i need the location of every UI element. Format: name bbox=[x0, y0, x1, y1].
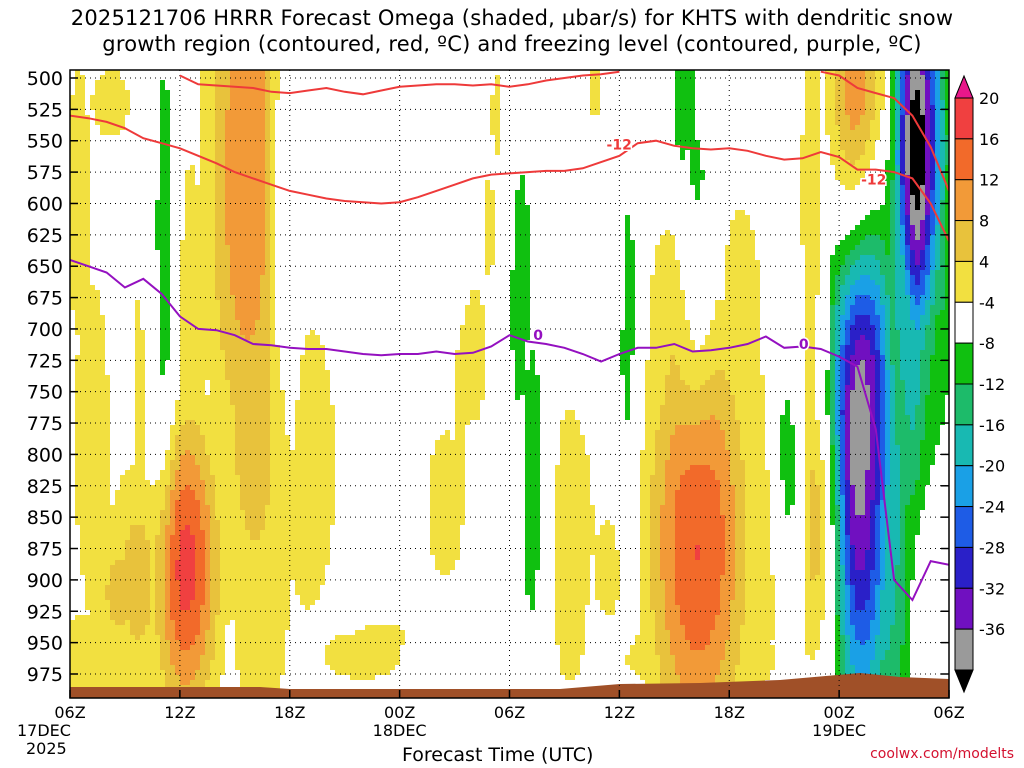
y-tick-label-600: 600 bbox=[27, 193, 63, 215]
colorbar-label-6: -8 bbox=[979, 334, 995, 353]
y-tick-label-875: 875 bbox=[27, 539, 63, 561]
colorbar-label-5: -4 bbox=[979, 293, 995, 312]
colorbar-swatch-1 bbox=[954, 97, 974, 140]
colorbar-label-3: 8 bbox=[979, 212, 989, 231]
colorbar-swatch-11 bbox=[954, 506, 974, 548]
x-tick-label-6: 12Z bbox=[164, 703, 195, 722]
contour-dgz_lower bbox=[179, 70, 620, 96]
y-tick-label-850: 850 bbox=[27, 507, 63, 529]
x-tick-date-18: 18DEC bbox=[373, 721, 427, 740]
chart-title-line-1: 2025121706 HRRR Forecast Omega (shaded, … bbox=[70, 6, 954, 30]
x-tick-date-0: 17DEC bbox=[17, 721, 71, 740]
colorbar-swatch-9 bbox=[954, 424, 974, 467]
y-tick-label-950: 950 bbox=[27, 633, 63, 655]
y-tick-label-500: 500 bbox=[27, 68, 63, 90]
chart-title-line-2: growth region (contoured, red, ºC) and f… bbox=[102, 32, 922, 56]
colorbar-swatch-3 bbox=[954, 179, 974, 222]
x-tick-date-42: 19DEC bbox=[812, 721, 866, 740]
colorbar-swatch-13 bbox=[954, 587, 974, 630]
contour-label-1: -12 bbox=[861, 173, 886, 189]
colorbar-swatch-14 bbox=[954, 628, 974, 671]
omega-shade-f2e040 bbox=[70, 70, 885, 698]
colorbar-swatch-0 bbox=[954, 74, 974, 99]
y-tick-label-925: 925 bbox=[27, 601, 63, 623]
contour-dgz_upper bbox=[70, 114, 949, 242]
contour-label-3: 0 bbox=[799, 337, 809, 353]
credit-text: coolwx.com/modelts bbox=[870, 746, 1014, 762]
colorbar-label-2: 12 bbox=[979, 171, 999, 190]
y-tick-label-525: 525 bbox=[27, 99, 63, 121]
colorbar-swatch-5 bbox=[954, 260, 974, 303]
x-tick-label-18: 00Z bbox=[384, 703, 415, 722]
colorbar-label-11: -28 bbox=[979, 538, 1005, 557]
y-tick-label-625: 625 bbox=[27, 225, 63, 247]
contour-label-0: -12 bbox=[607, 138, 632, 154]
colorbar-label-1: 16 bbox=[979, 130, 999, 149]
omega-shade-1dbb6a bbox=[830, 70, 949, 698]
colorbar-swatch-10 bbox=[954, 465, 974, 508]
y-tick-label-775: 775 bbox=[27, 413, 63, 435]
colorbar-swatch-6 bbox=[954, 301, 974, 344]
x-axis-label: Forecast Time (UTC) bbox=[402, 744, 594, 766]
y-tick-label-800: 800 bbox=[27, 444, 63, 466]
x-tick-label-36: 18Z bbox=[714, 703, 745, 722]
colorbar-label-8: -16 bbox=[979, 416, 1005, 435]
colorbar-label-7: -12 bbox=[979, 375, 1005, 394]
colorbar-swatch-2 bbox=[954, 138, 974, 181]
colorbar-label-12: -32 bbox=[979, 579, 1005, 598]
y-tick-label-825: 825 bbox=[27, 476, 63, 498]
x-tick-label-0: 06Z bbox=[54, 703, 85, 722]
contour-freezing_level bbox=[70, 258, 949, 602]
contour-dgz_upper_right bbox=[820, 70, 949, 192]
colorbar: 20 16 12 8 4 -4 -8 -12 -16 -20 -24 -28 -32 -36 bbox=[954, 74, 1005, 694]
colorbar-label-4: 4 bbox=[979, 252, 989, 271]
x-tick-label-48: 06Z bbox=[933, 703, 964, 722]
omega-shade-e8c23c bbox=[105, 70, 875, 698]
y-tick-label-700: 700 bbox=[27, 319, 63, 341]
y-tick-label-550: 550 bbox=[27, 131, 63, 153]
x-tick-year-0: 2025 bbox=[26, 739, 67, 758]
x-tick-label-30: 12Z bbox=[604, 703, 635, 722]
y-tick-label-650: 650 bbox=[27, 256, 63, 278]
colorbar-label-13: -36 bbox=[979, 620, 1005, 639]
contour-lines: -12 -12 0 0 bbox=[70, 70, 949, 602]
y-tick-label-975: 975 bbox=[27, 664, 63, 686]
x-tick-label-42: 00Z bbox=[823, 703, 854, 722]
colorbar-label-0: 20 bbox=[979, 89, 999, 108]
x-tick-label-24: 06Z bbox=[494, 703, 525, 722]
y-tick-label-725: 725 bbox=[27, 350, 63, 372]
y-tick-label-900: 900 bbox=[27, 570, 63, 592]
y-tick-label-750: 750 bbox=[27, 382, 63, 404]
y-tick-label-675: 675 bbox=[27, 288, 63, 310]
y-tick-label-575: 575 bbox=[27, 162, 63, 184]
x-tick-label-12: 18Z bbox=[274, 703, 305, 722]
contour-label-2: 0 bbox=[533, 328, 543, 344]
colorbar-swatch-4 bbox=[954, 220, 974, 262]
omega-shade-1aa0e6 bbox=[835, 70, 940, 680]
colorbar-swatch-8 bbox=[954, 383, 974, 426]
colorbar-label-10: -24 bbox=[979, 498, 1005, 517]
colorbar-label-9: -20 bbox=[979, 457, 1005, 476]
colorbar-swatch-7 bbox=[954, 342, 974, 385]
colorbar-swatch-12 bbox=[954, 546, 974, 589]
omega-shade-7010c0 bbox=[845, 70, 930, 570]
y-axis: 500 525 550 575 600 625 650 675 700 725 750 775 800 8… bbox=[27, 68, 949, 686]
colorbar-swatch-15 bbox=[954, 669, 974, 694]
omega-shade-f29a38 bbox=[165, 70, 865, 698]
